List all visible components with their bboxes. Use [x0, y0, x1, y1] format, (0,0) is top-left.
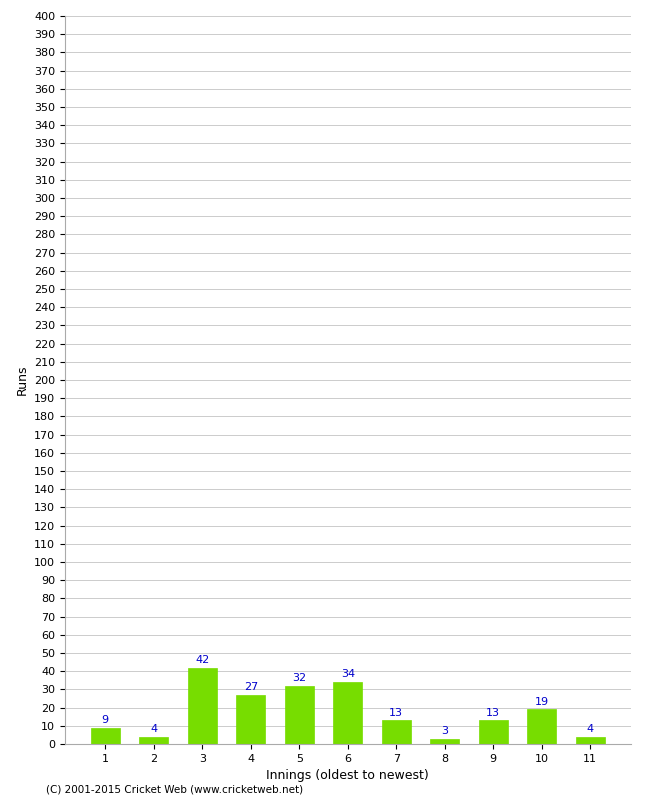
X-axis label: Innings (oldest to newest): Innings (oldest to newest): [266, 770, 429, 782]
Text: 3: 3: [441, 726, 448, 736]
Text: (C) 2001-2015 Cricket Web (www.cricketweb.net): (C) 2001-2015 Cricket Web (www.cricketwe…: [46, 784, 303, 794]
Bar: [527, 710, 556, 744]
Text: 4: 4: [150, 724, 157, 734]
Text: 34: 34: [341, 670, 355, 679]
Text: 9: 9: [101, 715, 109, 725]
Text: 19: 19: [535, 697, 549, 706]
Text: 42: 42: [195, 655, 209, 665]
Text: 13: 13: [486, 708, 500, 718]
Text: 32: 32: [292, 673, 306, 683]
Bar: [430, 738, 460, 744]
Text: 13: 13: [389, 708, 403, 718]
Bar: [333, 682, 362, 744]
Text: 27: 27: [244, 682, 258, 692]
Bar: [285, 686, 314, 744]
Bar: [188, 667, 217, 744]
Bar: [576, 737, 604, 744]
Bar: [91, 728, 120, 744]
Bar: [139, 737, 168, 744]
Bar: [236, 695, 265, 744]
Bar: [382, 720, 411, 744]
Y-axis label: Runs: Runs: [16, 365, 29, 395]
Text: 4: 4: [587, 724, 594, 734]
Bar: [478, 720, 508, 744]
